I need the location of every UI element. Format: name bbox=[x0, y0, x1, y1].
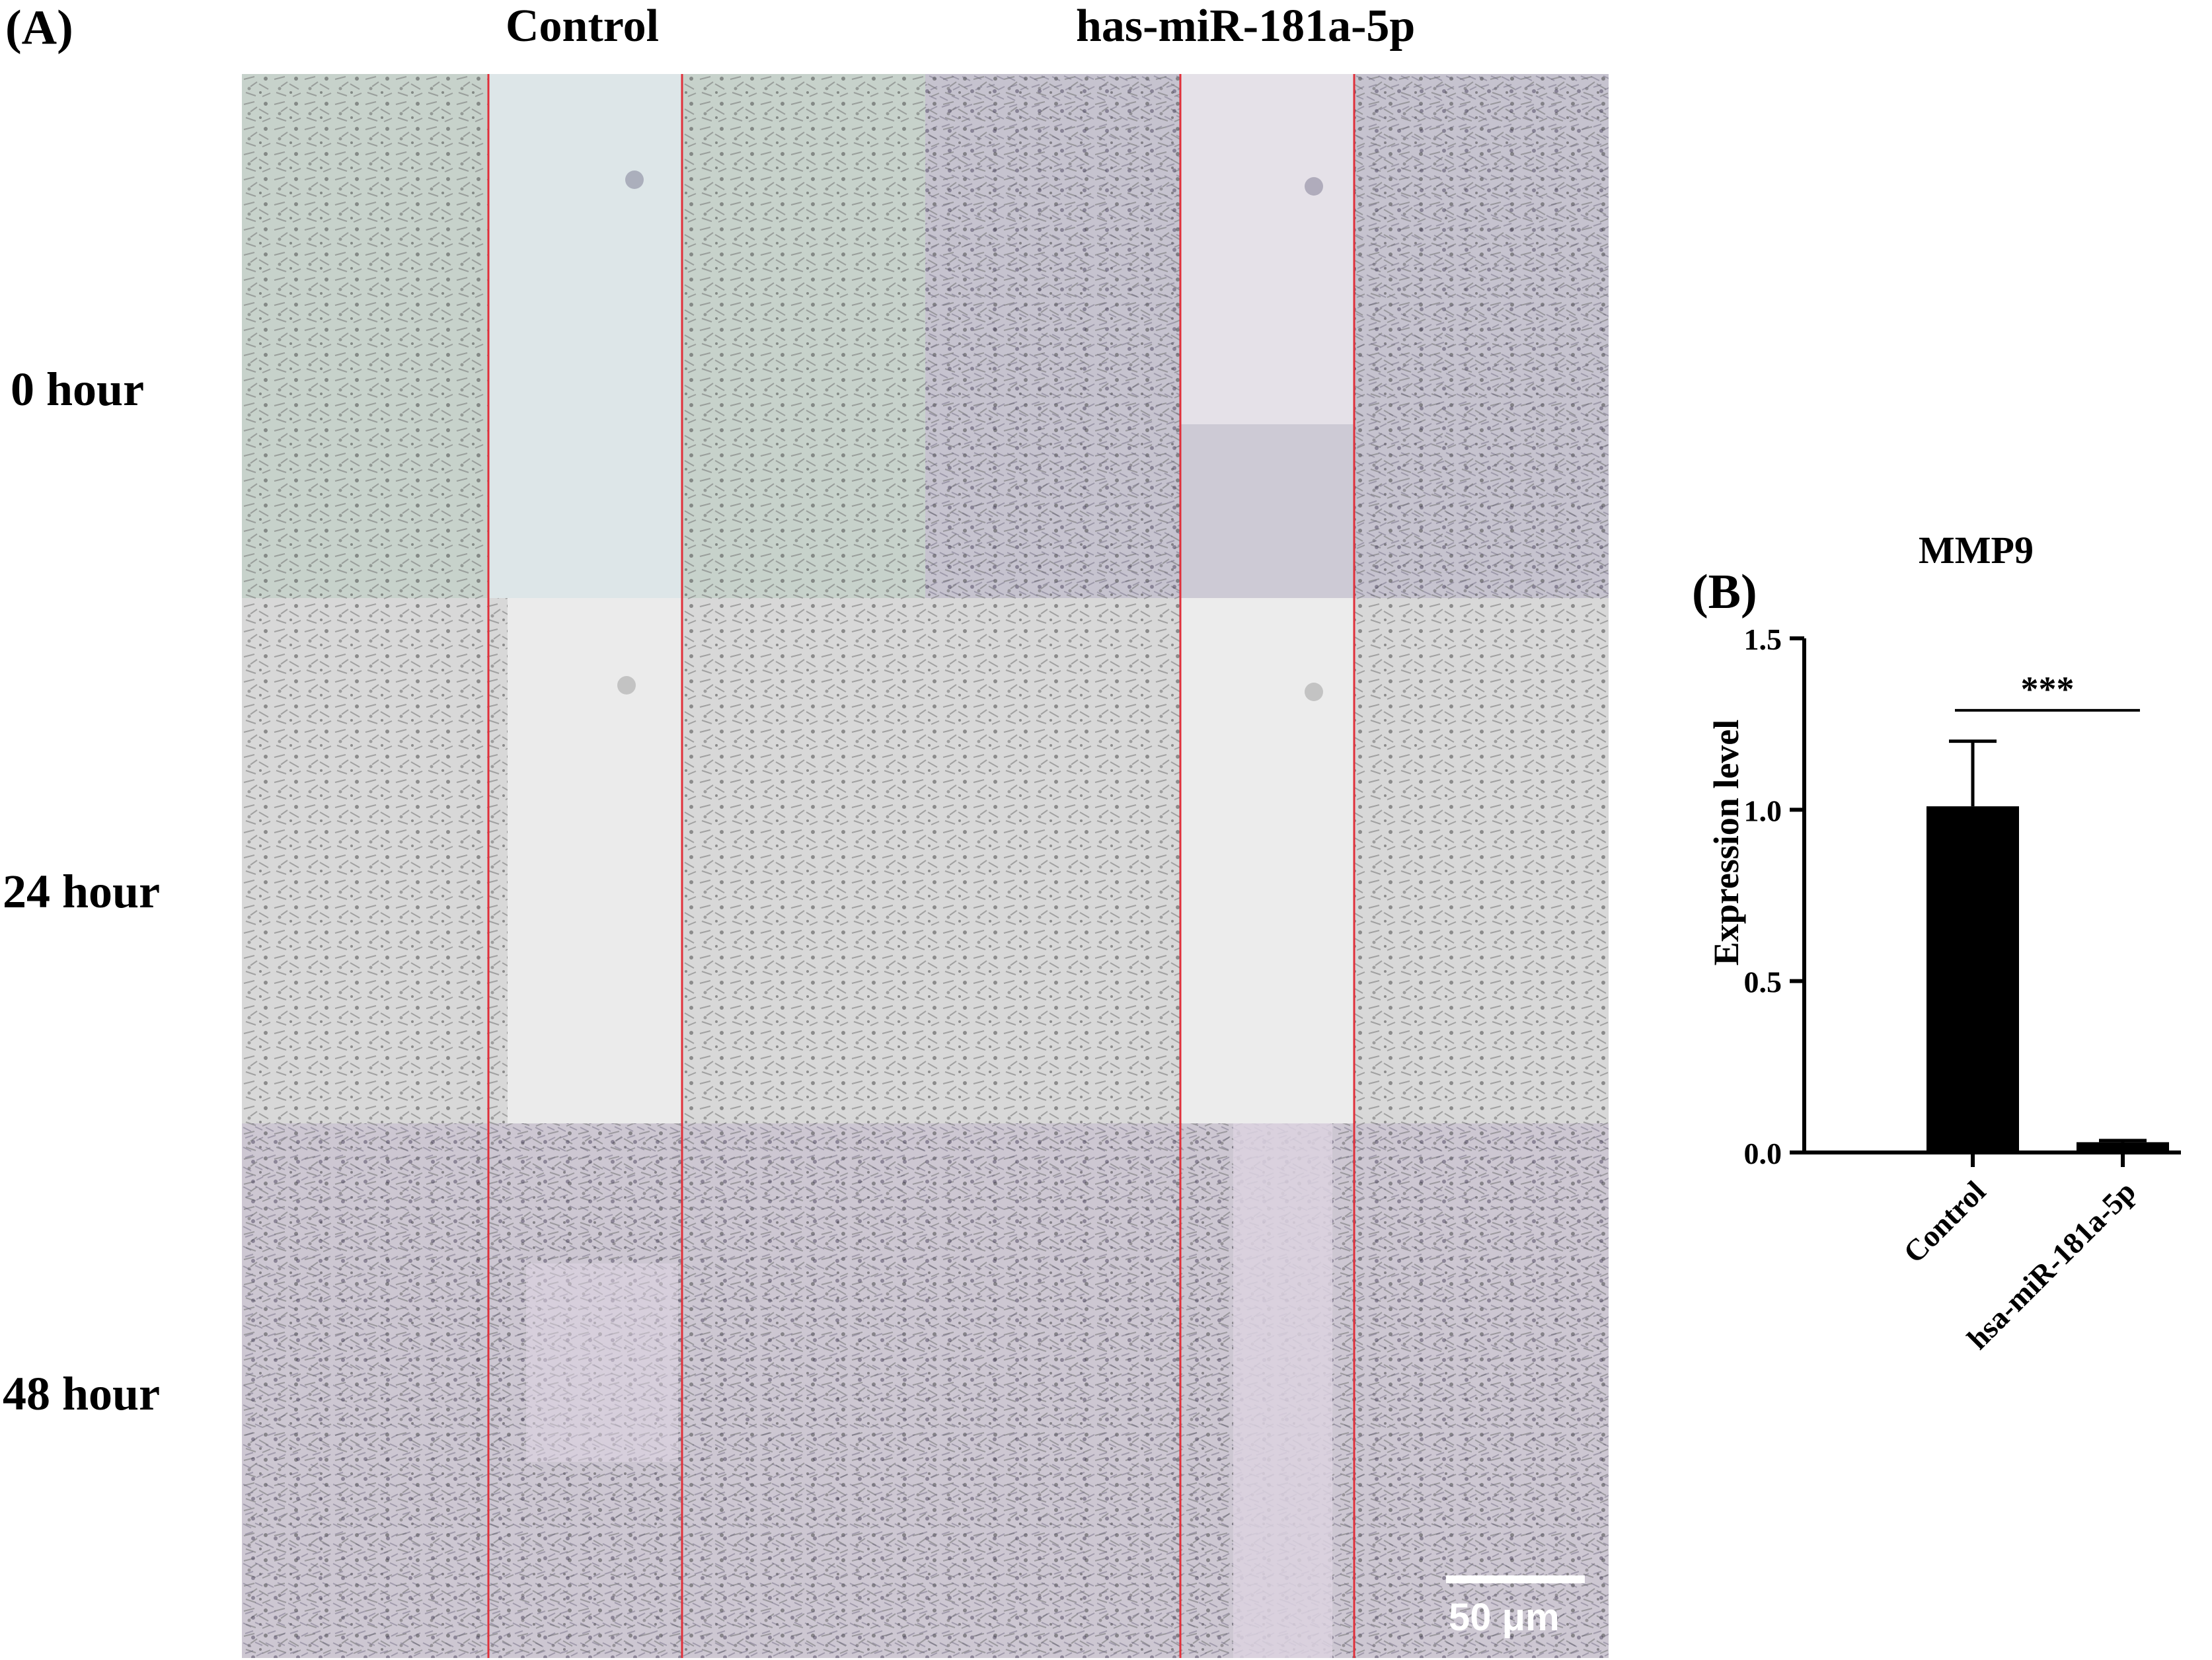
y-tick-label: 0.0 bbox=[1744, 1137, 1782, 1170]
micrograph-grid: 50 μm bbox=[242, 74, 1609, 1658]
row-label-48-hour: 48 hour bbox=[3, 1367, 161, 1420]
y-tick-label: 1.0 bbox=[1744, 794, 1782, 827]
column-header-control: Control bbox=[506, 1, 660, 52]
column-header-mir: has-miR-181a-5p bbox=[1076, 1, 1416, 52]
panel-b-label: (B) bbox=[1692, 565, 1757, 619]
bar-1 bbox=[2077, 1142, 2169, 1152]
y-tick-label: 0.5 bbox=[1744, 965, 1782, 999]
row-label-0-hour: 0 hour bbox=[11, 363, 145, 416]
micrograph-row-48-hour bbox=[242, 1123, 1609, 1658]
chart-title: MMP9 bbox=[1919, 529, 2034, 572]
significance-label: *** bbox=[2021, 669, 2075, 709]
micrograph-row-0-hour bbox=[242, 74, 1609, 598]
scale-bar-text: 50 μm bbox=[1449, 1596, 1560, 1639]
panel-a-label: (A) bbox=[5, 1, 73, 55]
scale-bar: 50 μm bbox=[1446, 1575, 1585, 1639]
wound-edge-lines bbox=[487, 74, 1355, 1658]
bar-0 bbox=[1926, 806, 2019, 1152]
x-tick-label: Control bbox=[1897, 1174, 1992, 1269]
y-tick-label: 1.5 bbox=[1744, 622, 1782, 656]
mmp9-bar-chart: (B) MMP9 Expression level 0.0 0.5 1.0 1.5 Co… bbox=[1692, 529, 2181, 1356]
micrograph-row-24-hour bbox=[242, 598, 1609, 1123]
row-label-24-hour: 24 hour bbox=[3, 865, 161, 918]
y-axis-label: Expression level bbox=[1706, 720, 1746, 966]
